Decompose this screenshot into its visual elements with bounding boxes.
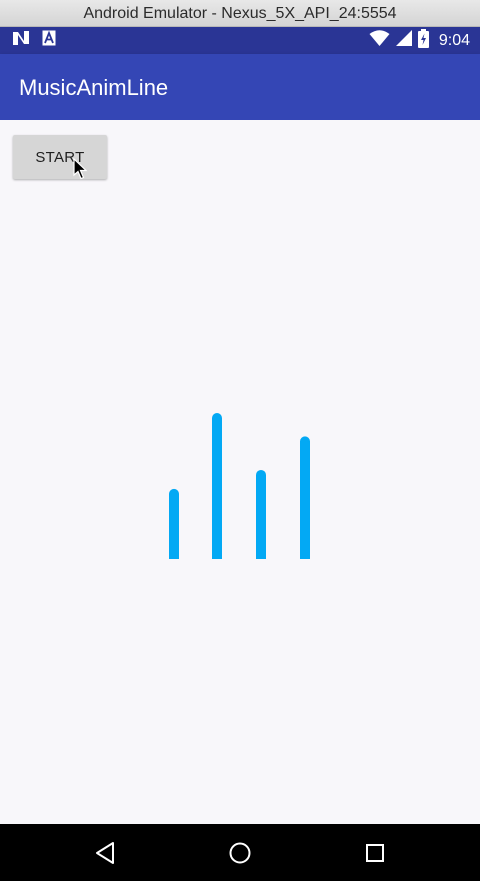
mouse-cursor-icon (73, 158, 88, 180)
visualizer-bar (169, 488, 179, 559)
n-notification-icon (12, 30, 30, 51)
visualizer-bar (300, 436, 310, 559)
app-title: MusicAnimLine (19, 75, 169, 100)
window-title: Android Emulator - Nexus_5X_API_24:5554 (83, 5, 397, 22)
status-system-icons: 9:04 (369, 28, 470, 53)
music-visualizer (169, 413, 310, 559)
navigation-bar (0, 824, 480, 881)
visualizer-bar (212, 413, 222, 559)
status-bar: 9:04 (0, 27, 480, 54)
app-toolbar: MusicAnimLine (0, 54, 480, 120)
main-content: START (0, 120, 480, 824)
start-button[interactable]: START (13, 135, 107, 179)
a-notification-icon (42, 30, 56, 51)
back-icon[interactable] (90, 838, 120, 868)
visualizer-bar (256, 469, 266, 559)
battery-icon (417, 28, 429, 53)
home-icon[interactable] (225, 838, 255, 868)
status-notifications (12, 30, 56, 51)
status-time: 9:04 (438, 31, 470, 49)
emulator-window-titlebar: Android Emulator - Nexus_5X_API_24:5554 (0, 0, 480, 27)
recents-icon[interactable] (360, 838, 390, 868)
signal-icon (395, 30, 412, 51)
wifi-icon (369, 30, 390, 51)
